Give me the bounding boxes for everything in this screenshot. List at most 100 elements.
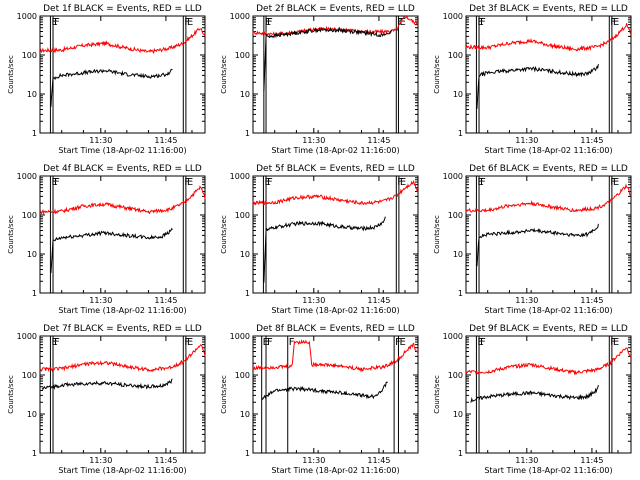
events-series-line <box>470 384 599 403</box>
panel-title: Det 7f BLACK = Events, RED = LLD <box>43 324 202 334</box>
y-axis-label: Counts/sec <box>433 55 441 94</box>
y-axis-label: Counts/sec <box>7 375 15 414</box>
marker-label: E <box>400 177 406 188</box>
y-tick-label: 100 <box>235 371 250 380</box>
x-axis-label: Start Time (18-Apr-02 11:16:00) <box>58 466 186 475</box>
y-tick-label: 1 <box>32 449 37 458</box>
panel-title: Det 3f BLACK = Events, RED = LLD <box>469 4 628 14</box>
x-tick-label: 11:45 <box>580 136 603 145</box>
y-tick-label: 1 <box>458 449 463 458</box>
marker-label: E <box>477 17 483 28</box>
plot-frame <box>39 175 206 294</box>
y-tick-label: 10 <box>453 410 463 419</box>
y-tick-label: 100 <box>448 371 463 380</box>
x-axis-label: Start Time (18-Apr-02 11:16:00) <box>271 306 399 315</box>
lld-series-line <box>39 27 206 55</box>
y-tick-label: 1 <box>458 129 463 138</box>
events-series-line <box>50 68 173 107</box>
y-axis-label: Counts/sec <box>7 215 15 254</box>
x-axis-label: Start Time (18-Apr-02 11:16:00) <box>484 146 612 155</box>
marker-label: E <box>264 177 270 188</box>
y-tick-label: 100 <box>22 211 37 220</box>
lld-series-line <box>252 179 419 206</box>
x-tick-label: 11:30 <box>515 136 538 145</box>
plot-frame <box>252 15 419 134</box>
panel-title: Det 5f BLACK = Events, RED = LLD <box>256 164 415 174</box>
y-axis-label: Counts/sec <box>433 375 441 414</box>
events-series-line <box>41 378 173 391</box>
marker-label: F <box>610 337 616 348</box>
panel-4: Det 4f BLACK = Events, RED = LLD 1 10 100 10… <box>7 164 206 315</box>
panel-8: Det 8f BLACK = Events, RED = LLD 1 10 100 10… <box>220 324 419 475</box>
panel-1: Det 1f BLACK = Events, RED = LLD 1 10 100 10… <box>7 4 206 155</box>
marker-label: E <box>187 17 193 28</box>
panel-9: Det 9f BLACK = Events, RED = LLD 1 10 100 10… <box>433 324 632 475</box>
lld-series-line <box>252 338 419 373</box>
marker-label: E <box>51 337 57 348</box>
y-tick-label: 100 <box>235 51 250 60</box>
lld-series-line <box>252 14 419 38</box>
y-axis-label: Counts/sec <box>433 215 441 254</box>
panel-title: Det 2f BLACK = Events, RED = LLD <box>256 4 415 14</box>
x-tick-label: 11:30 <box>89 456 112 465</box>
marker-label: F <box>480 337 486 348</box>
y-tick-label: 1 <box>32 129 37 138</box>
marker-label: F <box>480 17 486 28</box>
panel-6: Det 6f BLACK = Events, RED = LLD 1 10 100 10… <box>433 164 632 315</box>
y-tick-label: 10 <box>27 90 37 99</box>
events-series-line <box>476 223 599 267</box>
y-tick-label: 1000 <box>230 332 250 341</box>
plot-frame <box>252 175 419 294</box>
y-tick-label: 1000 <box>17 12 37 21</box>
marker-label: F <box>184 337 190 348</box>
panel-5: Det 5f BLACK = Events, RED = LLD 1 10 100 10… <box>220 164 419 315</box>
marker-label: F <box>54 17 60 28</box>
marker-label: E <box>613 177 619 188</box>
x-axis-label: Start Time (18-Apr-02 11:16:00) <box>58 146 186 155</box>
x-tick-label: 11:30 <box>515 296 538 305</box>
marker-label: E <box>477 177 483 188</box>
events-series-line <box>263 216 386 283</box>
x-tick-label: 11:45 <box>367 456 390 465</box>
marker-label: F <box>54 337 60 348</box>
panel-title: Det 1f BLACK = Events, RED = LLD <box>43 4 202 14</box>
marker-label: F <box>54 177 60 188</box>
marker-label: E <box>613 17 619 28</box>
marker-label: F <box>289 337 295 348</box>
y-axis-label: Counts/sec <box>220 55 228 94</box>
y-tick-label: 100 <box>448 51 463 60</box>
y-tick-label: 100 <box>22 51 37 60</box>
plot-frame <box>465 15 632 134</box>
x-axis-label: Start Time (18-Apr-02 11:16:00) <box>271 466 399 475</box>
panel-title: Det 9f BLACK = Events, RED = LLD <box>469 324 628 334</box>
x-tick-label: 11:30 <box>515 456 538 465</box>
y-tick-label: 1000 <box>443 12 463 21</box>
events-series-line <box>50 227 173 274</box>
y-tick-label: 1000 <box>230 172 250 181</box>
x-tick-label: 11:45 <box>154 456 177 465</box>
plot-frame <box>252 335 419 454</box>
marker-label: F <box>480 177 486 188</box>
x-axis-label: Start Time (18-Apr-02 11:16:00) <box>58 306 186 315</box>
panel-title: Det 4f BLACK = Events, RED = LLD <box>43 164 202 174</box>
x-axis-label: Start Time (18-Apr-02 11:16:00) <box>484 306 612 315</box>
y-axis-label: Counts/sec <box>220 215 228 254</box>
x-tick-label: 11:45 <box>580 456 603 465</box>
plot-frame <box>39 15 206 134</box>
y-axis-label: Counts/sec <box>220 375 228 414</box>
x-tick-label: 11:30 <box>89 136 112 145</box>
plot-frame <box>465 335 632 454</box>
marker-label: F <box>610 177 616 188</box>
x-tick-label: 11:45 <box>367 296 390 305</box>
x-tick-label: 11:45 <box>580 296 603 305</box>
y-tick-label: 1 <box>245 449 250 458</box>
panel-7: Det 7f BLACK = Events, RED = LLD 1 10 100 10… <box>7 324 206 475</box>
panel-title: Det 6f BLACK = Events, RED = LLD <box>469 164 628 174</box>
marker-label: E <box>399 337 405 348</box>
y-tick-label: 10 <box>27 410 37 419</box>
y-tick-label: 10 <box>240 250 250 259</box>
y-tick-label: 100 <box>448 211 463 220</box>
y-tick-label: 10 <box>453 250 463 259</box>
lld-series-line <box>465 347 632 376</box>
